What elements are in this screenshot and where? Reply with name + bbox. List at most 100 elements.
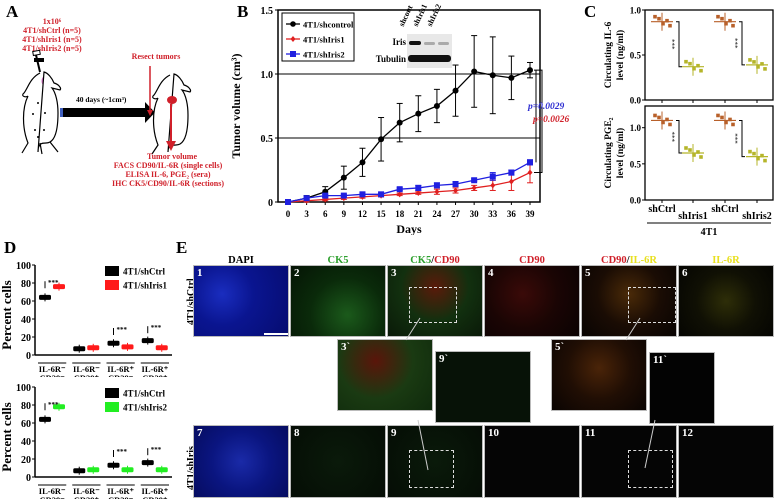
svg-text:40: 40 (21, 437, 31, 448)
svg-text:20: 20 (21, 455, 31, 466)
tile-number: 10 (488, 427, 499, 439)
panel-a-letter: A (6, 2, 19, 21)
legend-label: 4T1/shIris2 (303, 50, 345, 60)
svg-text:0.0: 0.0 (630, 196, 642, 206)
panel-d-letter: D (4, 238, 17, 257)
svg-text:0: 0 (26, 473, 31, 484)
timeline-label: 40 days (~1cm³) (76, 95, 127, 104)
svg-text:CD29⁺: CD29⁺ (142, 373, 168, 377)
injection-line: 1x10⁶ (42, 17, 62, 26)
micrograph-tile: 9 (387, 425, 483, 498)
micrograph-tile: 12 (678, 425, 774, 498)
svg-text:***: *** (151, 324, 162, 332)
injection-line: 4T1/shIris1 (n=5) (22, 35, 82, 44)
svg-text:Percent cells: Percent cells (0, 280, 14, 349)
column-label: IL-6R (712, 255, 740, 266)
tile-number: 11` (653, 354, 668, 366)
svg-text:20: 20 (21, 333, 31, 344)
svg-text:60: 60 (21, 297, 31, 308)
micrograph-tile: 11 (581, 425, 677, 498)
svg-text:80: 80 (21, 279, 31, 290)
svg-text:100: 100 (16, 261, 31, 272)
inset-tile: 3` (337, 339, 433, 411)
svg-text:***: *** (734, 38, 742, 49)
svg-text:IL-6R⁺: IL-6R⁺ (107, 364, 134, 374)
zoom-region-box (409, 450, 454, 488)
svg-text:CD29⁻: CD29⁻ (39, 495, 65, 499)
svg-text:shIris1: shIris1 (678, 211, 707, 222)
svg-text:21: 21 (414, 209, 424, 219)
svg-text:80: 80 (21, 401, 31, 412)
svg-text:***: *** (117, 326, 128, 334)
mouse-left-dots (32, 102, 46, 138)
legend-label: 4T1/shIris1 (303, 35, 345, 45)
p-value-text: p=0.0026 (533, 115, 570, 125)
svg-text:CD29⁻: CD29⁻ (108, 373, 134, 377)
svg-text:shIris2: shIris2 (742, 211, 771, 222)
outcome-line: IHC CK5/CD90/IL-6R (sections) (112, 179, 224, 188)
micrograph-tile: 6 (678, 265, 774, 337)
svg-text:***: *** (117, 448, 128, 456)
column-label: CK5 (327, 255, 349, 266)
svg-text:3: 3 (304, 209, 309, 219)
micrograph-tile: 3 (387, 265, 483, 337)
outcome-line: FACS CD90/IL-6R (single cells) (113, 161, 223, 170)
svg-text:Tumor volume (cm³): Tumor volume (cm³) (229, 54, 243, 159)
svg-text:shCtrl: shCtrl (711, 204, 738, 215)
svg-text:0: 0 (268, 198, 273, 209)
tile-number: 12 (682, 427, 693, 439)
column-label: CD90 (519, 255, 545, 266)
tile-number: 9` (439, 353, 449, 365)
blot-row-label: Iris (392, 37, 407, 47)
western-blot-image (407, 34, 452, 68)
svg-text:4T1: 4T1 (701, 227, 718, 238)
western-lane-labels: shcont shIris1 shIris2 (393, 2, 473, 32)
tile-number: 3` (341, 341, 351, 353)
svg-text:CD29⁻: CD29⁻ (108, 495, 134, 499)
tumor-volume-chart: 00.51.01.50 3 6 9 12 15 18 21 24 27 30 33 36 39DaysTu… (229, 6, 543, 235)
micrograph-tile: 1 (193, 265, 289, 337)
svg-text:shCtrl: shCtrl (648, 204, 675, 215)
svg-text:IL-6R⁻: IL-6R⁻ (73, 364, 100, 374)
svg-text:Circulating IL-6: Circulating IL-6 (604, 21, 614, 88)
micrograph-tile: 2 (290, 265, 386, 337)
outcome-line: Tumor volume (146, 152, 197, 161)
svg-text:18: 18 (395, 209, 405, 219)
tile-number: 1 (197, 267, 203, 279)
svg-text:39: 39 (526, 209, 536, 219)
svg-text:0: 0 (26, 351, 31, 362)
svg-text:IL-6R⁺: IL-6R⁺ (142, 486, 169, 496)
p-value-shiris1: p=0.0026 (533, 115, 569, 125)
svg-text:Circulating PGE₂: Circulating PGE₂ (604, 117, 614, 188)
svg-text:36: 36 (507, 209, 517, 219)
svg-text:12: 12 (358, 209, 368, 219)
resect-label: Resect tumors (131, 52, 181, 61)
svg-text:IL-6R⁻: IL-6R⁻ (73, 486, 100, 496)
column-label: CK5/CD90 (410, 255, 460, 266)
tile-number: 11 (585, 427, 596, 439)
svg-text:60: 60 (21, 419, 31, 430)
svg-text:CD29⁺: CD29⁺ (142, 495, 168, 499)
injection-line: 4T1/shIris2 (n=5) (22, 44, 82, 53)
svg-text:IL-6R⁺: IL-6R⁺ (142, 364, 169, 374)
svg-text:0: 0 (286, 209, 291, 219)
tile-number: 5 (585, 267, 591, 279)
svg-text:4T1/shIris1: 4T1/shIris1 (123, 281, 168, 291)
svg-text:4T1/shIris2: 4T1/shIris2 (123, 403, 168, 413)
svg-text:CD29⁺: CD29⁺ (74, 495, 100, 499)
svg-text:level (ng/ml): level (ng/ml) (615, 30, 626, 80)
svg-text:***: *** (151, 446, 162, 454)
svg-text:100: 100 (16, 383, 31, 394)
micrograph-tile: 7 (193, 425, 289, 498)
svg-text:6: 6 (323, 209, 328, 219)
svg-text:0.5: 0.5 (261, 134, 274, 145)
svg-text:***: *** (48, 279, 59, 287)
svg-text:***: *** (671, 131, 679, 142)
panel-c-letter: C (584, 2, 597, 21)
svg-text:4T1/shCtrl: 4T1/shCtrl (123, 267, 166, 277)
tile-number: 8 (294, 427, 300, 439)
zoom-region-box (628, 287, 676, 323)
svg-text:30: 30 (470, 209, 480, 219)
mouse-left-icon (21, 71, 62, 155)
